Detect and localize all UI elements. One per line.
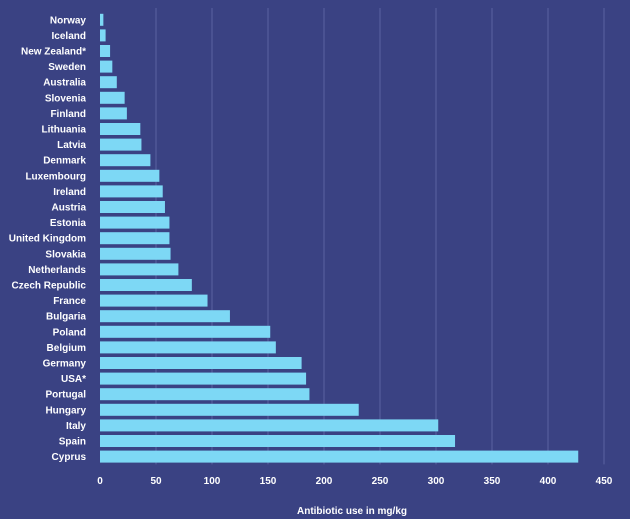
bar-cyprus bbox=[100, 450, 579, 463]
category-label: Cyprus bbox=[52, 452, 87, 463]
grid-lines bbox=[155, 8, 605, 465]
bar-latvia bbox=[100, 138, 142, 151]
category-label: Lithuania bbox=[42, 125, 87, 136]
category-label: Iceland bbox=[52, 31, 86, 42]
x-tick-label: 300 bbox=[428, 476, 445, 487]
category-label: Austria bbox=[52, 203, 87, 214]
bar-portugal bbox=[100, 388, 310, 401]
x-tick-label: 450 bbox=[596, 476, 613, 487]
category-label: France bbox=[53, 296, 86, 307]
x-tick-label: 250 bbox=[372, 476, 389, 487]
bar-lithuania bbox=[100, 123, 141, 135]
bar-sweden bbox=[100, 60, 113, 73]
bar-poland bbox=[100, 325, 271, 338]
category-label: Sweden bbox=[48, 62, 86, 73]
x-tick-label: 50 bbox=[150, 476, 162, 487]
category-label: Ireland bbox=[53, 187, 86, 198]
category-label: Italy bbox=[66, 421, 86, 432]
category-label: Australia bbox=[43, 78, 86, 89]
category-label: Germany bbox=[43, 359, 87, 370]
bar-belgium bbox=[100, 341, 276, 354]
bar-united-kingdom bbox=[100, 232, 170, 245]
bar-australia bbox=[100, 76, 117, 89]
category-label: Estonia bbox=[50, 218, 87, 229]
bar-netherlands bbox=[100, 263, 179, 276]
bar-new-zealand bbox=[100, 45, 111, 57]
category-label: USA* bbox=[61, 374, 86, 385]
bar-germany bbox=[100, 357, 302, 369]
category-label: Hungary bbox=[45, 405, 86, 416]
category-label: Norway bbox=[50, 15, 87, 26]
category-label: Czech Republic bbox=[12, 281, 87, 292]
category-label: New Zealand* bbox=[21, 47, 86, 58]
category-label: Netherlands bbox=[28, 265, 86, 276]
x-tick-label: 0 bbox=[97, 476, 103, 487]
x-tick-label: 150 bbox=[260, 476, 277, 487]
bar-france bbox=[100, 294, 208, 307]
bar-finland bbox=[100, 107, 127, 120]
bar-italy bbox=[100, 419, 439, 432]
x-tick-label: 400 bbox=[540, 476, 557, 487]
category-label: Slovakia bbox=[45, 249, 86, 260]
bar-usa bbox=[100, 372, 307, 385]
x-tick-label: 350 bbox=[484, 476, 501, 487]
category-label: Luxembourg bbox=[25, 171, 86, 182]
x-tick-label: 100 bbox=[204, 476, 221, 487]
category-label: Portugal bbox=[45, 390, 86, 401]
bar-czech-republic bbox=[100, 279, 192, 291]
bar-denmark bbox=[100, 154, 151, 167]
category-label: Poland bbox=[53, 327, 86, 338]
bars bbox=[100, 13, 579, 463]
bar-estonia bbox=[100, 216, 170, 229]
bar-iceland bbox=[100, 29, 106, 42]
bar-luxembourg bbox=[100, 169, 160, 182]
bar-bulgaria bbox=[100, 310, 230, 323]
bar-slovenia bbox=[100, 91, 125, 104]
category-label: United Kingdom bbox=[9, 234, 86, 245]
bar-norway bbox=[100, 13, 104, 26]
category-label: Denmark bbox=[43, 156, 86, 167]
bar-spain bbox=[100, 435, 456, 447]
bar-hungary bbox=[100, 403, 359, 416]
x-tick-label: 200 bbox=[316, 476, 333, 487]
bar-slovakia bbox=[100, 247, 171, 260]
category-label: Spain bbox=[59, 437, 86, 448]
category-label: Belgium bbox=[47, 343, 87, 354]
bar-austria bbox=[100, 201, 165, 213]
category-label: Finland bbox=[50, 109, 86, 120]
x-tick-labels: 0 50 100 150 200 250 300 350 400 450 bbox=[97, 476, 613, 487]
category-label: Bulgaria bbox=[46, 312, 86, 323]
category-labels: Norway Iceland New Zealand* Sweden Australia… bbox=[9, 15, 87, 463]
x-axis-title: Antibiotic use in mg/kg bbox=[297, 506, 407, 517]
category-label: Latvia bbox=[57, 140, 86, 151]
bar-ireland bbox=[100, 185, 163, 198]
category-label: Slovenia bbox=[45, 93, 87, 104]
